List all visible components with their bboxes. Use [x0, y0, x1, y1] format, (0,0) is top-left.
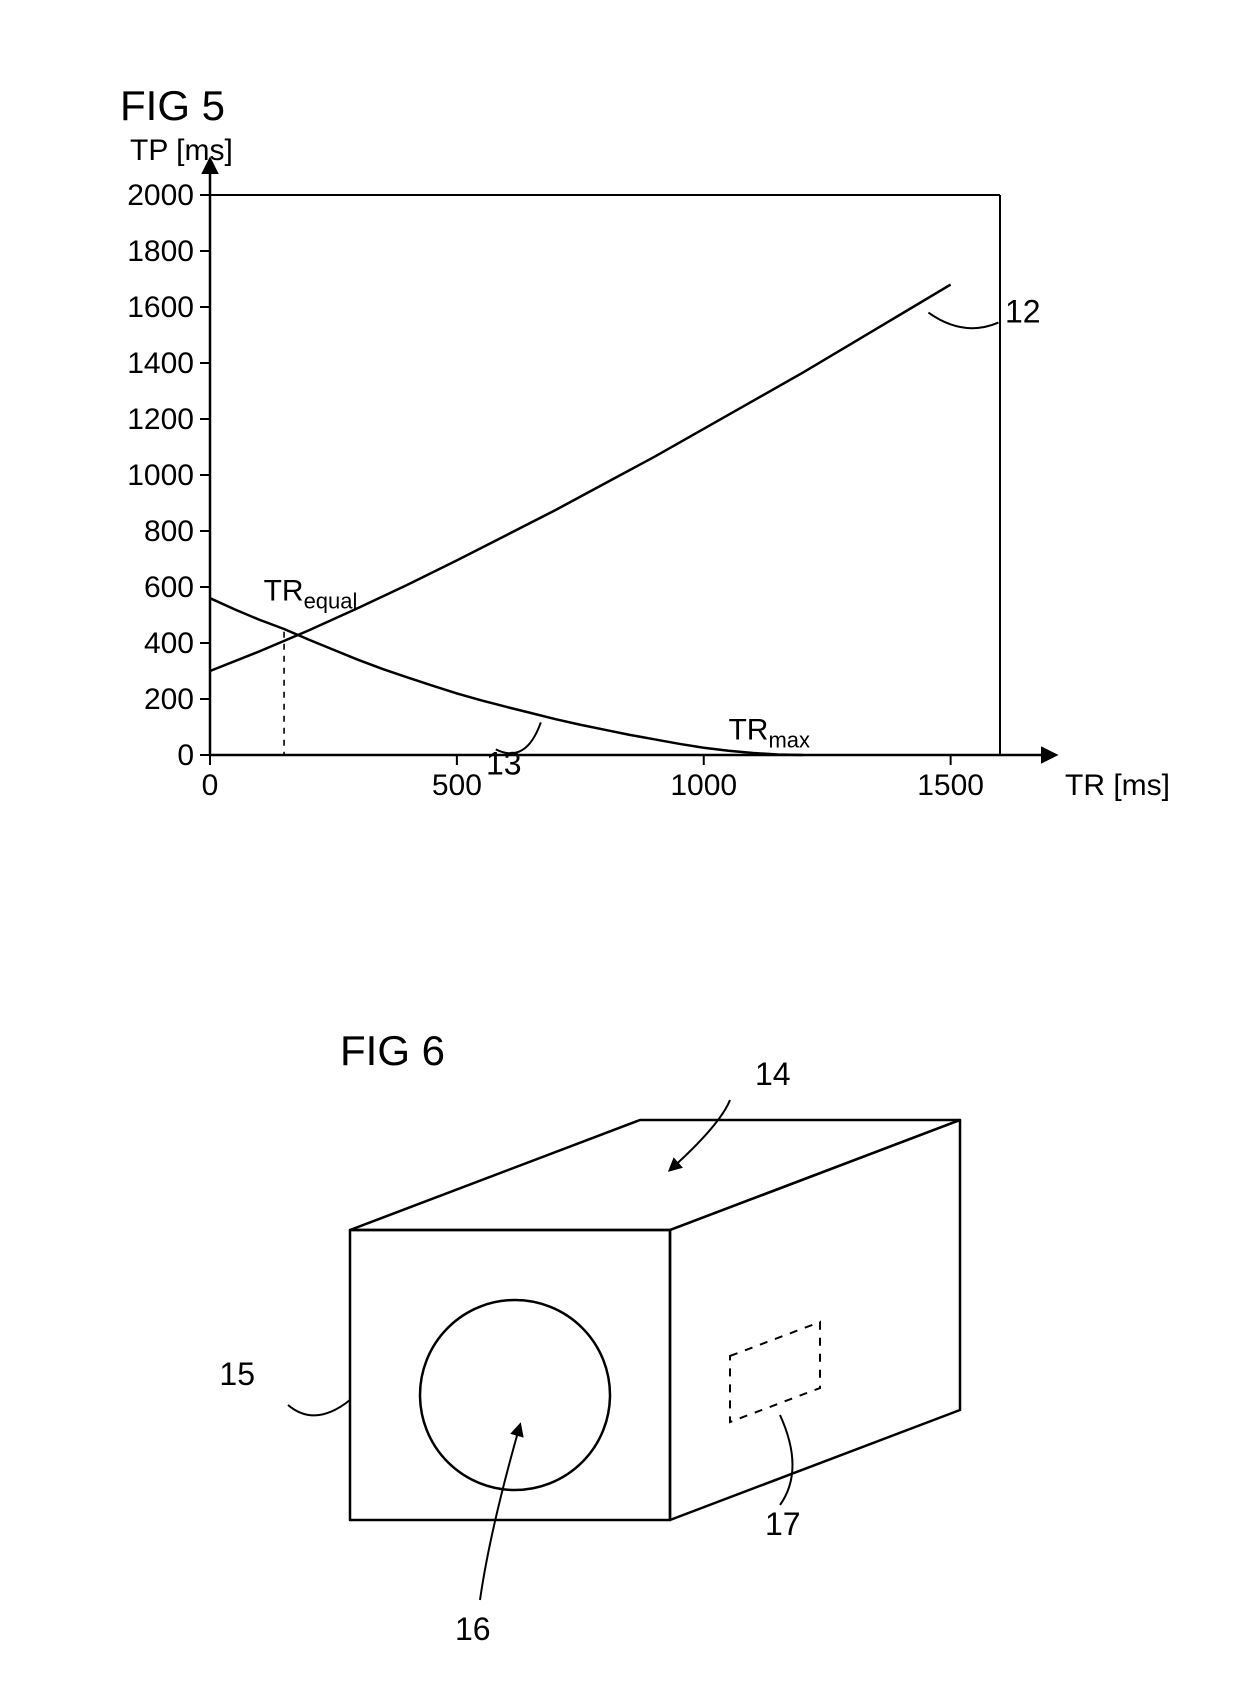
box-top — [350, 1120, 960, 1230]
dashed-panel — [730, 1322, 820, 1422]
y-axis-label: TP [ms] — [130, 134, 233, 167]
x-tick-label: 0 — [202, 769, 219, 802]
tr-equal-label: TRequal — [264, 574, 358, 613]
y-tick-label: 2000 — [127, 179, 194, 212]
x-axis-label: TR [ms] — [1065, 769, 1170, 802]
fig5: FIG 5 0 200 400 600 800 1000 1200 1400 1600 1800 20… — [120, 82, 1170, 802]
fig5-title: FIG 5 — [120, 82, 225, 129]
y-tick-label: 200 — [144, 683, 194, 716]
callout-12-leader — [928, 313, 998, 329]
x-tick-label: 500 — [432, 769, 482, 802]
fig6-title: FIG 6 — [340, 1027, 445, 1074]
y-tick-label: 1400 — [127, 347, 194, 380]
callout-17-leader — [780, 1415, 793, 1505]
callout-17-label: 17 — [765, 1506, 801, 1542]
callout-16-arrow — [480, 1425, 520, 1600]
y-tick-label: 0 — [177, 739, 194, 772]
bore-circle — [420, 1300, 610, 1490]
callout-14-label: 14 — [755, 1056, 791, 1092]
y-tick-label: 1600 — [127, 291, 194, 324]
curve-13 — [210, 598, 803, 755]
x-tick-label: 1000 — [670, 769, 737, 802]
callout-13-label: 13 — [486, 746, 522, 782]
x-tick-label: 1500 — [917, 769, 984, 802]
y-tick-label: 1800 — [127, 235, 194, 268]
y-tick-label: 800 — [144, 515, 194, 548]
y-tick-label: 400 — [144, 627, 194, 660]
fig6: FIG 6 14 15 16 17 — [219, 1027, 960, 1647]
box-front — [350, 1230, 670, 1520]
tr-max-label: TRmax — [728, 714, 810, 753]
callout-14-arrow — [670, 1100, 730, 1170]
y-tick-label: 600 — [144, 571, 194, 604]
y-tick-label: 1200 — [127, 403, 194, 436]
callout-16-label: 16 — [455, 1611, 491, 1647]
callout-15-leader — [288, 1400, 350, 1415]
box-side — [670, 1120, 960, 1520]
callout-15-label: 15 — [219, 1356, 255, 1392]
y-tick-label: 1000 — [127, 459, 194, 492]
callout-12-label: 12 — [1005, 294, 1041, 330]
